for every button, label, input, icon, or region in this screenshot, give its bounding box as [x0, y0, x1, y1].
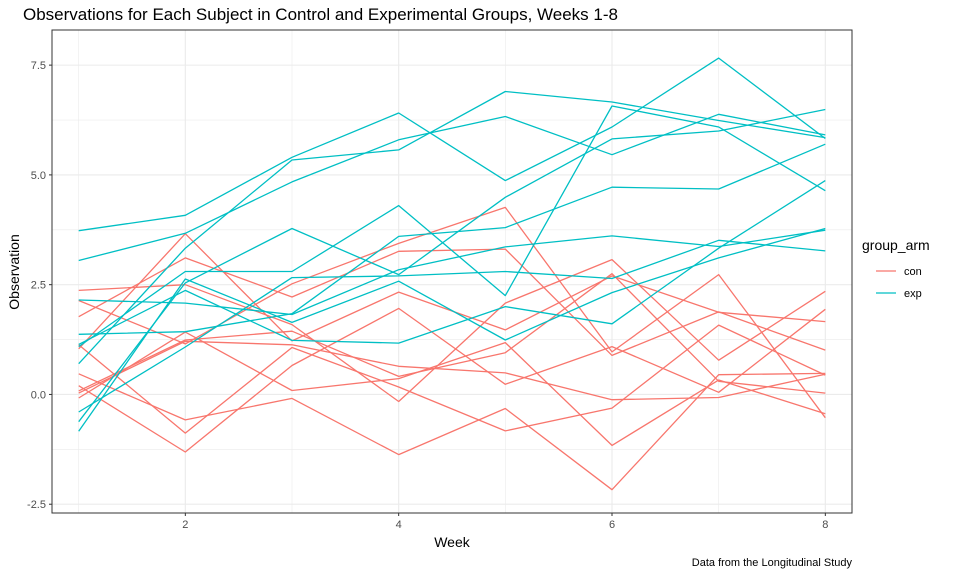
- series-line-con-5: [78, 372, 826, 491]
- series-line-con-1: [78, 307, 826, 453]
- series-line-con-8: [78, 331, 826, 447]
- plot-panel: [52, 30, 852, 513]
- series-line-exp-16: [78, 57, 826, 232]
- x-tick-label: 2: [182, 519, 188, 531]
- series-line-con-6: [78, 258, 826, 403]
- series-line-exp-14: [78, 108, 826, 423]
- series-line-exp-17: [78, 105, 826, 348]
- series-line-exp-19: [78, 239, 826, 413]
- x-axis: 2 4 6 8: [182, 513, 828, 531]
- x-tick-label: 4: [396, 519, 402, 531]
- series-line-con-9: [78, 273, 826, 394]
- x-axis-title: Week: [434, 534, 471, 550]
- legend-title: group_arm: [862, 237, 930, 253]
- series-line-exp-15: [78, 90, 826, 365]
- y-tick-label: 0.0: [31, 389, 46, 401]
- x-tick-label: 8: [822, 519, 828, 531]
- series-line-exp-12: [78, 227, 826, 432]
- series-line-exp-20: [78, 180, 826, 345]
- legend: group_arm con exp: [862, 237, 930, 300]
- series-line-con-2: [78, 324, 826, 434]
- y-tick-label: -2.5: [27, 499, 46, 511]
- y-tick-label: 5.0: [31, 170, 46, 182]
- x-tick-label: 6: [609, 519, 615, 531]
- chart-title: Observations for Each Subject in Control…: [23, 5, 618, 24]
- y-axis: -2.5 0.0 2.5 5.0 7.5: [27, 60, 52, 511]
- legend-label-con: con: [904, 266, 922, 278]
- y-axis-title: Observation: [6, 234, 22, 309]
- legend-label-exp: exp: [904, 288, 922, 300]
- series-line-exp-11: [78, 113, 826, 262]
- series-line-con-10: [78, 206, 826, 419]
- chart-caption: Data from the Longitudinal Study: [692, 557, 853, 569]
- y-tick-label: 2.5: [31, 280, 46, 292]
- series-line-exp-13: [78, 229, 826, 316]
- series-line-exp-18: [78, 143, 826, 335]
- series-lines: [78, 57, 826, 491]
- y-tick-label: 7.5: [31, 60, 46, 72]
- plot-border: [51, 29, 853, 514]
